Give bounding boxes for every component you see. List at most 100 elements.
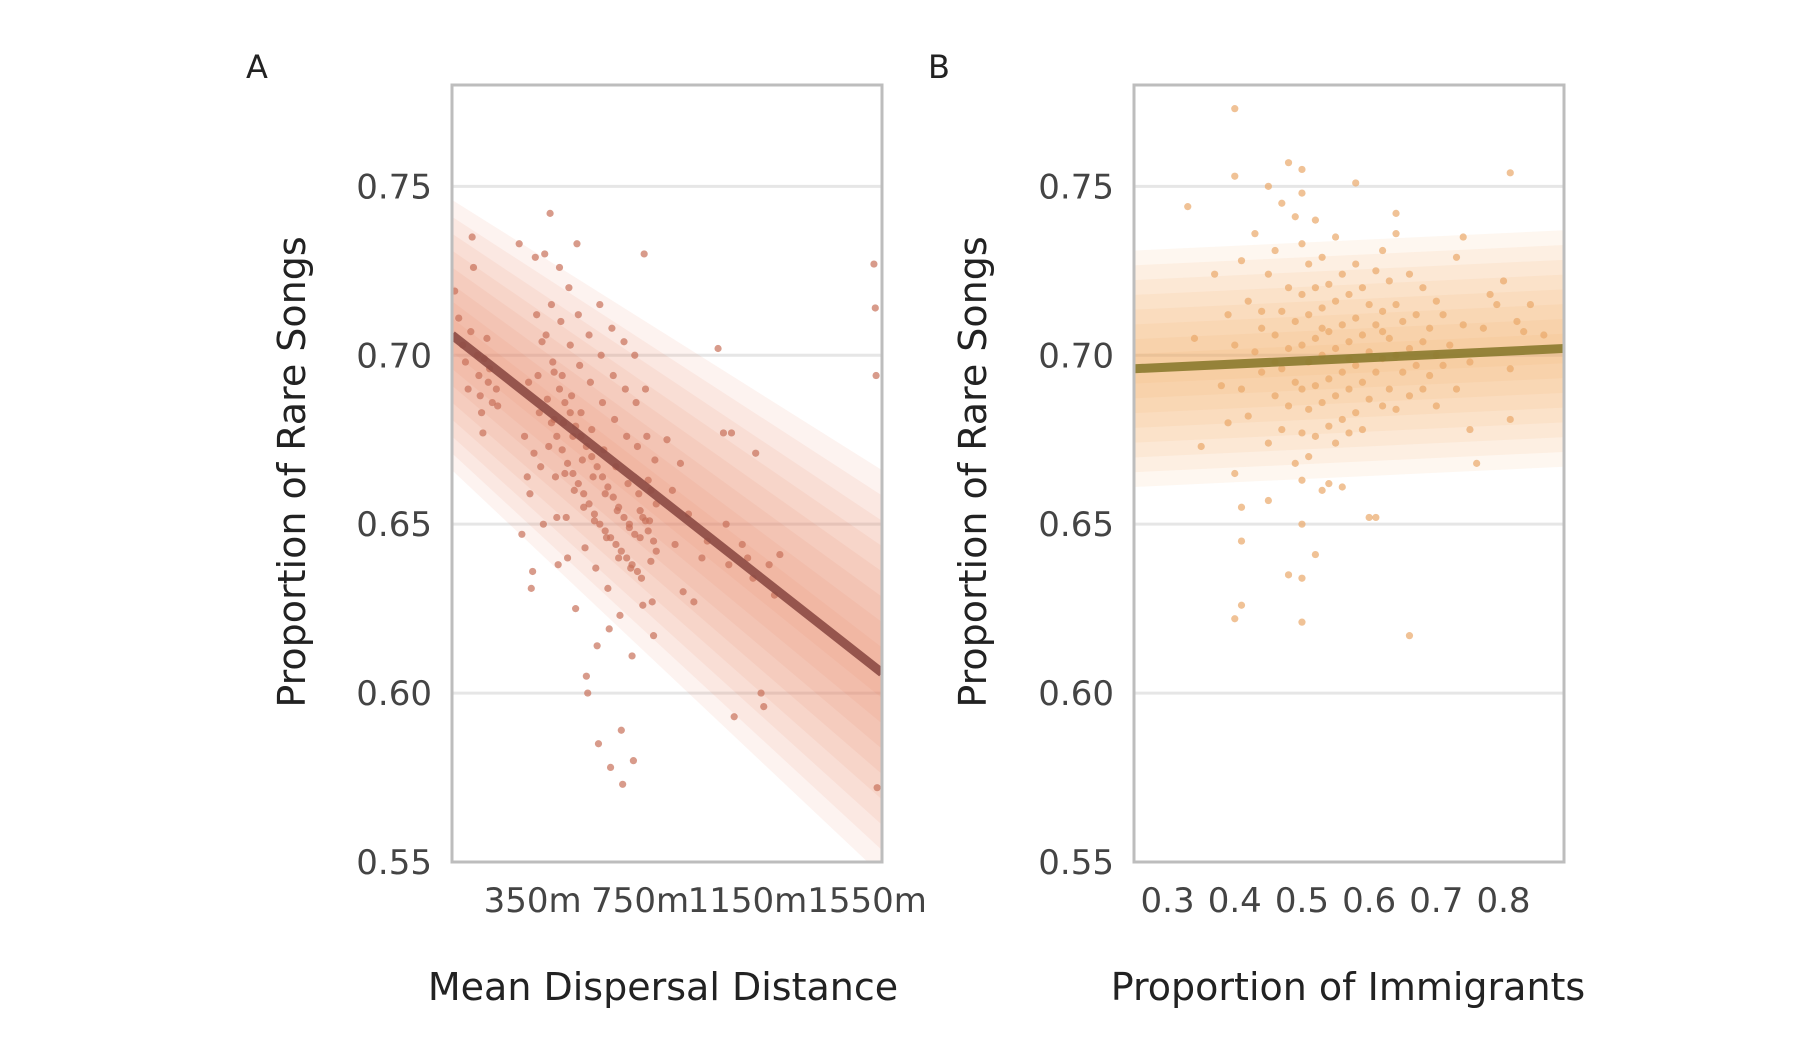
panel-a-point: [557, 317, 565, 326]
panel-b-point: [1338, 270, 1346, 278]
panel-b-point: [1237, 257, 1246, 265]
panel-a-point: [598, 473, 607, 481]
panel-b-point: [1217, 382, 1225, 390]
panel-a-point: [555, 263, 564, 272]
panel-a-point: [561, 469, 569, 478]
panel-a-point: [524, 378, 533, 386]
panel-a-point: [563, 459, 572, 467]
panel-b-point: [1325, 422, 1333, 430]
panel-a-point: [538, 338, 546, 346]
panel-a-point: [590, 510, 599, 518]
panel-b-point: [1378, 246, 1387, 255]
panel-a-point: [615, 503, 623, 511]
panel-a-point: [608, 324, 616, 332]
panel-a-confidence-band-6: [452, 233, 882, 825]
panel-b-point: [1284, 284, 1293, 292]
panel-a-point: [619, 780, 627, 788]
panel-a-frame: [450, 83, 884, 864]
panel-b-point: [1338, 483, 1346, 491]
panel-a-point: [529, 567, 537, 576]
panel-a-point: [641, 517, 650, 525]
panel-b-point: [1345, 338, 1353, 346]
panel-b-point: [1311, 432, 1320, 440]
panel-a-point: [585, 500, 593, 508]
panel-a-point: [628, 561, 636, 569]
panel-b-point: [1405, 344, 1414, 353]
panel-a-point: [494, 402, 502, 410]
panel-a-point: [610, 415, 619, 424]
panel-b-point: [1291, 317, 1299, 326]
panel-a-point: [722, 520, 730, 528]
panel-a-point: [870, 260, 878, 268]
panel-b-point: [1399, 317, 1407, 326]
panel-a-point: [542, 331, 550, 339]
panel-b-point: [1506, 365, 1514, 373]
panel-b-point: [1278, 199, 1286, 207]
panel-b-point: [1372, 267, 1380, 275]
panel-b-point: [1298, 520, 1306, 528]
panel-b-point: [1298, 240, 1306, 248]
panel-b-point: [1540, 331, 1548, 339]
panel-b-point: [1378, 402, 1387, 410]
panel-a-point: [601, 527, 609, 535]
panel-a-point: [620, 338, 628, 346]
panel-b-point: [1385, 334, 1393, 342]
panel-a-rare-songs-vs-dispersal: A Proportion of Rare Songs Mean Dispersa…: [246, 48, 927, 1009]
panel-b-point: [1325, 375, 1333, 383]
panel-a-x-tick-label: 350m: [484, 881, 582, 921]
panel-b-point: [1331, 297, 1340, 305]
panel-b-point: [1278, 425, 1286, 434]
panel-b-point: [1298, 574, 1306, 582]
panel-a-point: [467, 328, 475, 336]
panel-b-point: [1358, 425, 1367, 434]
panel-b-point: [1358, 284, 1367, 292]
panel-b-point: [1432, 297, 1440, 305]
panel-a-point: [598, 398, 607, 407]
panel-a-point: [593, 642, 601, 650]
panel-a-point: [606, 534, 615, 542]
panel-a-point: [574, 480, 582, 488]
panel-a-point: [649, 632, 658, 640]
panel-b-point: [1345, 429, 1353, 437]
panel-a-point: [620, 513, 628, 522]
panel-a-regression-line: [452, 331, 882, 677]
panel-b-point: [1506, 169, 1514, 177]
panel-b-point: [1231, 615, 1239, 623]
panel-b-point: [1459, 321, 1467, 329]
panel-b-frame: [1132, 83, 1566, 864]
panel-b-point: [1311, 216, 1320, 224]
panel-b-point: [1298, 618, 1306, 626]
panel-b-data-layer: [1134, 105, 1564, 640]
panel-b-point: [1318, 324, 1326, 332]
panel-b-point: [1365, 395, 1373, 403]
panel-a-point: [714, 344, 722, 353]
panel-a-point: [601, 490, 609, 498]
panel-a-point: [752, 449, 760, 457]
panel-b-point: [1264, 439, 1272, 447]
panel-a-point: [639, 601, 647, 609]
panel-a-point: [578, 456, 586, 464]
panel-a-point: [624, 480, 632, 488]
panel-b-point: [1466, 358, 1474, 366]
panel-a-point: [621, 385, 629, 393]
panel-b-point: [1338, 415, 1346, 424]
panel-a-x-tick-label: 750m: [591, 881, 689, 921]
panel-a-point: [567, 392, 576, 400]
panel-b-point: [1325, 280, 1333, 288]
panel-b-point: [1392, 300, 1400, 309]
panel-b-point: [1231, 341, 1239, 349]
panel-b-point: [1291, 459, 1299, 467]
panel-b-point: [1305, 405, 1313, 413]
panel-a-x-tick-label: 1150m1550m: [688, 881, 927, 921]
panel-b-point: [1224, 419, 1232, 427]
panel-b-point: [1331, 392, 1340, 400]
panel-b-y-tick-label: 0.70: [1038, 336, 1114, 376]
panel-b-point: [1352, 314, 1360, 322]
panel-a-confidence-band-3: [452, 284, 882, 749]
panel-a-point: [631, 530, 639, 538]
panel-b-point: [1190, 334, 1199, 342]
panel-b-y-tick-label: 0.55: [1038, 843, 1114, 883]
panel-b-point: [1251, 230, 1259, 238]
